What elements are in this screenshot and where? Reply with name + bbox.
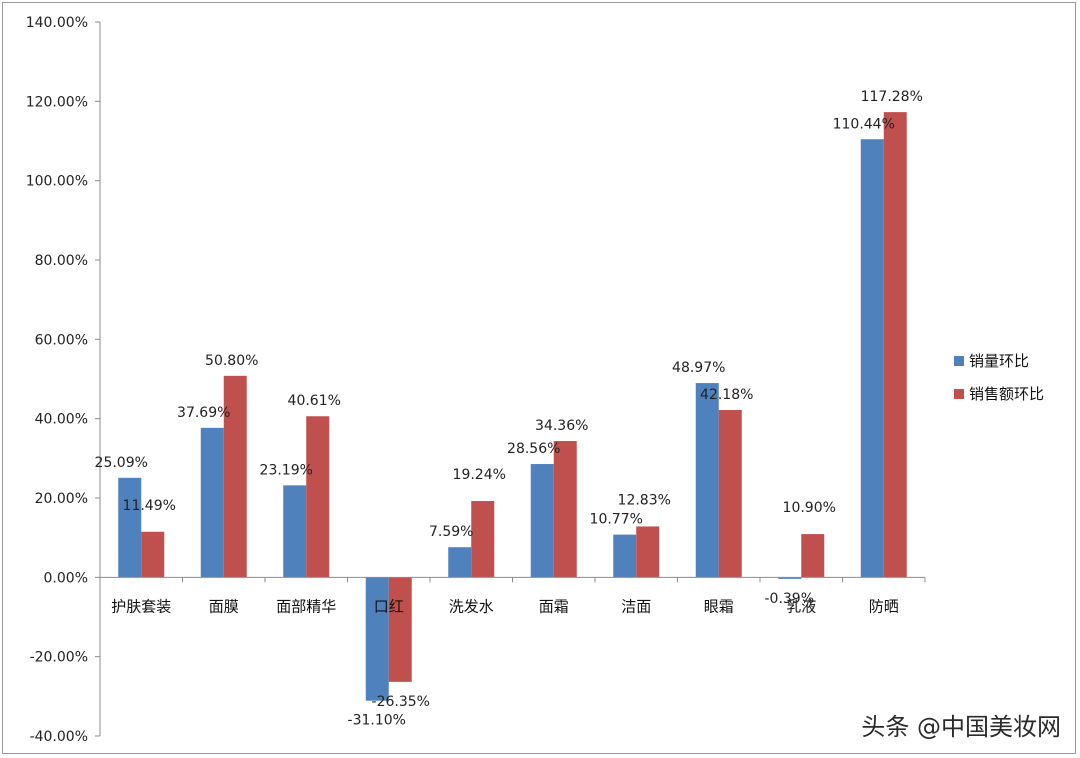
x-category-label: 洗发水	[449, 597, 494, 615]
bar-series-1	[695, 383, 719, 578]
bar-series-1	[118, 477, 142, 578]
bar-series-2	[718, 410, 742, 578]
bar-series-2	[883, 112, 907, 578]
bar-series-2	[306, 416, 330, 578]
legend-swatch	[954, 389, 964, 399]
y-axis: -40.00% -20.00% 0.00% 20.00% 40.00% 60.00% 80.…	[26, 15, 101, 745]
x-category-label: 洁面	[621, 597, 651, 615]
bar-series-1	[283, 485, 307, 578]
data-label: 40.61%	[288, 393, 341, 409]
y-tick-label: 60.00%	[35, 332, 88, 348]
x-category-label: 面膜	[209, 597, 239, 615]
x-category-label: 乳液	[786, 597, 816, 615]
bars	[118, 112, 907, 701]
bar-series-2	[223, 375, 247, 578]
x-category-label: 防晒	[869, 597, 899, 615]
y-tick-label: 40.00%	[35, 412, 88, 428]
x-category-label: 护肤套装	[111, 597, 171, 615]
data-label: 23.19%	[260, 462, 313, 478]
data-label: 28.56%	[507, 441, 560, 457]
y-tick-label: -20.00%	[30, 650, 88, 666]
y-tick-label: 80.00%	[35, 253, 88, 269]
bar-series-1	[613, 534, 637, 578]
data-label: 10.90%	[783, 500, 836, 516]
y-tick-label: -40.00%	[30, 729, 88, 745]
y-tick-label: 0.00%	[44, 570, 88, 586]
x-category-label: 口红	[374, 597, 404, 615]
bar-series-1	[530, 464, 554, 578]
data-labels: 25.09% 37.69% 23.19% -31.10% 7.59% 28.56% 10.7…	[95, 89, 923, 729]
data-label: 50.80%	[205, 353, 258, 369]
bar-chart: -40.00% -20.00% 0.00% 20.00% 40.00% 60.00% 80.…	[26, 15, 1061, 745]
data-label: -0.39%	[764, 591, 814, 607]
data-label: 25.09%	[95, 455, 148, 471]
y-tick-label: 120.00%	[26, 94, 88, 110]
bar-series-1	[778, 577, 802, 579]
bar-series-1	[860, 139, 884, 578]
data-label: -26.35%	[372, 694, 430, 710]
data-label: 37.69%	[177, 405, 230, 421]
data-label: -31.10%	[348, 713, 406, 729]
bar-series-2	[636, 526, 660, 578]
legend-label: 销售额环比	[969, 385, 1044, 403]
data-label: 48.97%	[672, 360, 725, 376]
x-axis: 护肤套装 面膜 面部精华 口红 洗发水 面霜 洁面 眼霜 乳液 防晒	[99, 576, 926, 615]
legend-swatch	[954, 356, 964, 366]
data-label: 12.83%	[618, 492, 671, 508]
data-label: 11.49%	[123, 498, 176, 514]
x-category-label: 面霜	[539, 597, 569, 615]
y-tick-label: 140.00%	[26, 15, 88, 31]
data-label: 34.36%	[535, 418, 588, 434]
bar-series-2	[553, 441, 577, 578]
y-tick-label: 100.00%	[26, 174, 88, 190]
data-label: 19.24%	[453, 467, 506, 483]
bar-series-1	[365, 577, 389, 701]
bar-series-1	[448, 547, 472, 578]
data-label: 42.18%	[700, 387, 753, 403]
bar-series-1	[200, 427, 224, 578]
bar-series-2	[141, 531, 165, 578]
bar-series-2	[388, 577, 412, 682]
data-label: 110.44%	[833, 116, 895, 132]
bar-series-2	[471, 501, 495, 578]
data-label: 117.28%	[861, 89, 923, 105]
x-category-label: 面部精华	[276, 597, 336, 615]
data-label: 7.59%	[429, 524, 473, 540]
y-tick-label: 20.00%	[35, 491, 88, 507]
data-label: 10.77%	[590, 512, 643, 528]
bar-series-2	[801, 534, 825, 578]
x-category-label: 眼霜	[704, 597, 734, 615]
legend-label: 销量环比	[969, 352, 1029, 370]
watermark-text: 头条 @中国美妆网	[861, 713, 1061, 741]
